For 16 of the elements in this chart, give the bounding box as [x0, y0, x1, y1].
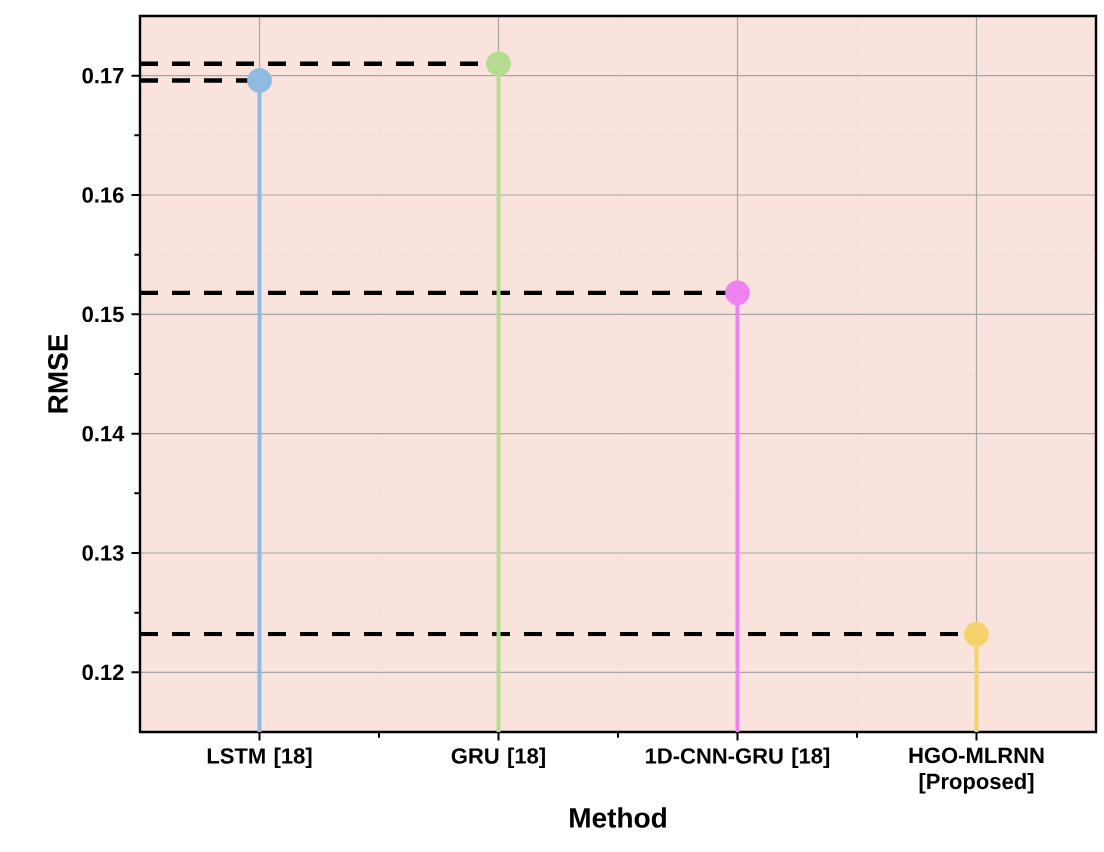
x-axis-title: Method [570, 807, 666, 828]
point [725, 280, 750, 306]
y-tick-label: 0.16 [82, 187, 124, 203]
point [486, 51, 511, 77]
y-tick-label: 0.17 [82, 67, 124, 84]
x-tick-label: 1D-CNN-GRU [18] [645, 747, 830, 769]
y-tick-label: 0.13 [82, 545, 124, 561]
x-tick-label: LSTM [18] [207, 747, 312, 769]
point [247, 68, 272, 93]
y-tick-label: 0.14 [82, 425, 125, 442]
point [964, 621, 989, 647]
y-tick-label: 0.12 [82, 664, 124, 681]
x-tick-label: GRU [18] [451, 747, 545, 769]
y-tick-label: 0.15 [82, 306, 124, 323]
y-axis-title: RMSE [48, 334, 68, 413]
x-tick-label: HGO-MLRNN [Proposed] [909, 747, 1044, 794]
